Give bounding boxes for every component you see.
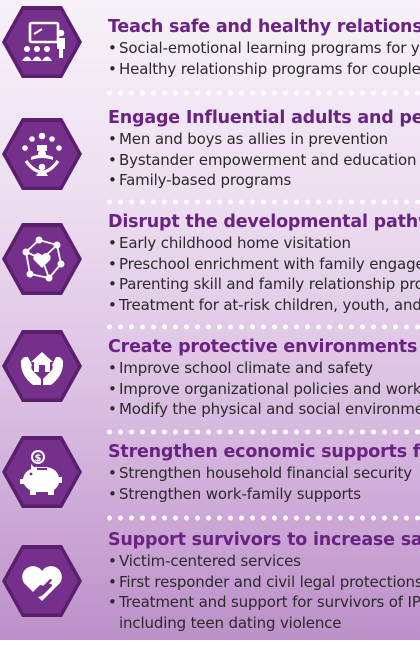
heart-network-icon: [22, 236, 65, 282]
list-item: Early childhood home visitation: [108, 233, 420, 254]
list-item: Treatment for at-risk children, youth, a…: [108, 295, 420, 316]
list-item: Social-emotional learning programs for y…: [108, 38, 420, 59]
list-item: Modify the physical and social environme…: [108, 399, 420, 420]
list-item-continuation: including teen dating violence: [119, 614, 342, 633]
piggy-bank-icon: $: [20, 450, 62, 495]
section-title: Support survivors to increase safety and…: [108, 530, 420, 550]
community-network-icon: [22, 132, 62, 176]
section-title: Create protective environments: [108, 337, 418, 357]
bullet-list: Social-emotional learning programs for y…: [108, 38, 420, 79]
section-title: Disrupt the developmental pathways towar…: [108, 212, 420, 232]
section-title: Strengthen economic supports for familie…: [108, 442, 420, 462]
list-item: Family-based programs: [108, 170, 420, 191]
hex-badge: $: [2, 436, 82, 508]
hex-badge: [2, 223, 82, 295]
list-item: Treatment and support for survivors of I…: [108, 592, 420, 613]
list-item: Victim-centered services: [108, 551, 420, 572]
hands-house-icon: [20, 352, 64, 385]
list-item: Improve school climate and safety: [108, 358, 420, 379]
bullet-list: Early childhood home visitation Preschoo…: [108, 233, 420, 316]
svg-text:$: $: [35, 453, 42, 464]
bullet-list: Men and boys as allies in prevention Bys…: [108, 129, 420, 191]
section-title: Engage Influential adults and peers: [108, 108, 420, 128]
classroom-teacher-icon: [22, 21, 65, 61]
bullet-list: Strengthen household financial security …: [108, 463, 420, 504]
list-item: Parenting skill and family relationship …: [108, 274, 420, 295]
hex-badge: [2, 545, 82, 617]
dotted-divider: [104, 324, 420, 330]
hex-badge: [2, 6, 82, 78]
list-item: Strengthen household financial security: [108, 463, 420, 484]
hex-badge: [2, 118, 82, 190]
dotted-divider: [104, 429, 420, 435]
hex-badge: [2, 330, 82, 402]
list-item: Improve organizational policies and work…: [108, 379, 420, 400]
dotted-divider: [104, 515, 420, 521]
section-title: Teach safe and healthy relationship skil…: [108, 17, 420, 37]
bullet-list: Improve school climate and safety Improv…: [108, 358, 420, 420]
list-item: Strengthen work-family supports: [108, 484, 420, 505]
list-item: Men and boys as allies in prevention: [108, 129, 420, 150]
list-item: Healthy relationship programs for couple…: [108, 59, 420, 80]
list-item: First responder and civil legal protecti…: [108, 572, 420, 593]
list-item: Preschool enrichment with family engagem…: [108, 254, 420, 275]
heart-hand-icon: [22, 566, 62, 601]
list-item: Bystander empowerment and education: [108, 150, 420, 171]
bullet-list: Victim-centered services First responder…: [108, 551, 420, 634]
dotted-divider: [104, 90, 420, 96]
bottom-band: [0, 640, 420, 646]
dotted-divider: [104, 199, 420, 205]
